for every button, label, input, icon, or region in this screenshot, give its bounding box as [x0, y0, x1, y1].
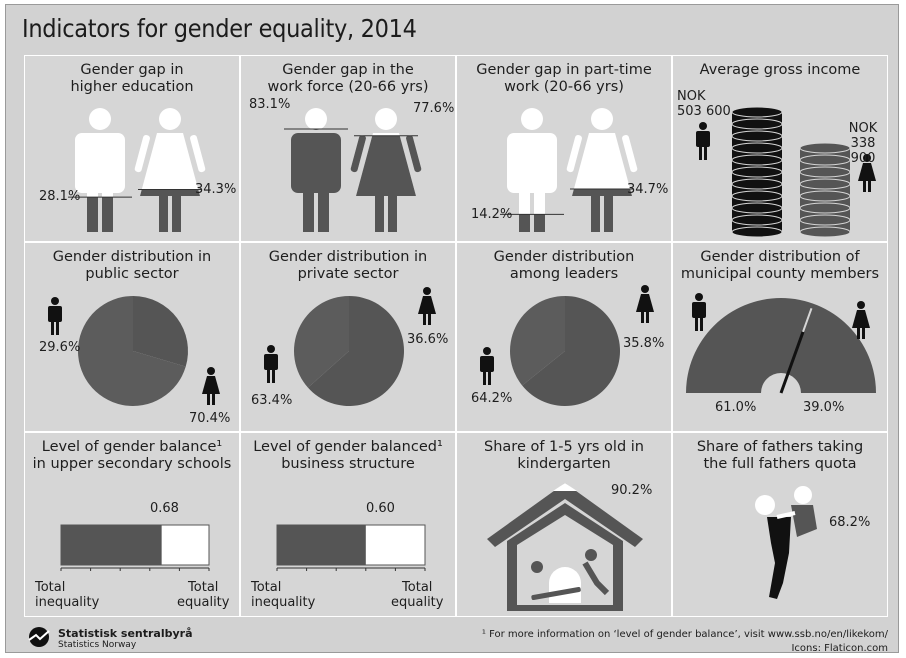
panel-title: Average gross income: [699, 62, 861, 78]
panel-title: Gender gap in part-time work (20-66 yrs): [476, 62, 652, 95]
man-figure: [284, 108, 348, 232]
women-percent-label: 39.0%: [803, 400, 845, 415]
man-icon: [692, 293, 706, 331]
inequality-label: Total inequality: [251, 580, 316, 610]
kindergarten-house: [487, 483, 643, 611]
panel-upper-secondary: Level of gender balance¹ in upper second…: [24, 432, 240, 617]
page-title: Indicators for gender equality, 2014: [22, 14, 417, 43]
income-coins: [696, 106, 876, 238]
woman-icon: [636, 285, 654, 323]
women-percent-label: 34.7%: [627, 182, 669, 197]
org-subtitle: Statistics Norway: [58, 640, 137, 650]
panel-title: Gender gap in the work force (20-66 yrs): [267, 62, 429, 95]
value-label: 0.68: [150, 501, 179, 516]
panel-municipal-council: Gender distribution of municipal county …: [672, 242, 888, 432]
gauge-fill: [277, 525, 366, 565]
leaders-pie: [480, 285, 654, 406]
man-icon: [696, 122, 710, 160]
woman-icon: [858, 154, 876, 192]
man-figure: [500, 108, 564, 232]
pie-slice: [510, 296, 565, 386]
men-income-stack: [731, 106, 783, 238]
business-structure-gauge: [276, 524, 426, 571]
woman-figure: [134, 108, 206, 232]
women-income-stack: [799, 142, 851, 238]
panel-leaders: Gender distribution among leaders 64.2% …: [456, 242, 672, 432]
work-force-figures: [284, 108, 422, 232]
pie-slice: [133, 296, 188, 367]
panel-title: Gender distribution of municipal county …: [680, 249, 880, 282]
value-label: 90.2%: [611, 483, 653, 498]
man-icon: [48, 297, 62, 335]
house-icon: [487, 483, 643, 611]
woman-icon: [418, 287, 436, 325]
man-figure: [68, 108, 132, 232]
gauge-fill: [61, 525, 162, 565]
ssb-logo-icon: [28, 627, 50, 647]
panel-private-sector: Gender distribution in private sector 63…: [240, 242, 456, 432]
women-percent-label: 34.3%: [195, 182, 237, 197]
icon-credit: Icons: Flaticon.com: [791, 643, 888, 654]
women-percent-label: 35.8%: [623, 336, 665, 351]
men-percent-label: 29.6%: [39, 340, 81, 355]
man-icon: [264, 345, 278, 383]
woman-icon: [202, 367, 220, 405]
needle: [779, 331, 805, 394]
panel-gross-income: Average gross income NOK 503 600 NOK 338…: [672, 55, 888, 242]
pie-slice: [78, 296, 186, 406]
father-child-icon: [755, 486, 817, 599]
women-percent-label: 36.6%: [407, 332, 449, 347]
woman-figure: [566, 108, 638, 232]
panel-title: Share of 1-5 yrs old in kindergarten: [484, 439, 644, 472]
upper-secondary-gauge: [60, 524, 210, 571]
pie-slice: [522, 296, 620, 406]
women-percent-label: 70.4%: [189, 411, 231, 426]
panel-work-force: Gender gap in the work force (20-66 yrs)…: [240, 55, 456, 242]
part-time-figures: [500, 108, 638, 232]
woman-icon: [852, 301, 870, 339]
panel-fathers-quota: Share of fathers taking the full fathers…: [672, 432, 888, 617]
value-label: 68.2%: [829, 515, 871, 530]
public-sector-pie: [48, 296, 220, 406]
panel-title: Gender distribution among leaders: [493, 249, 635, 282]
woman-figure: [350, 108, 422, 232]
panel-business-structure: Level of gender balanced¹ business struc…: [240, 432, 456, 617]
footnote: ¹ For more information on ‘level of gend…: [481, 629, 888, 640]
panel-title: Share of fathers taking the full fathers…: [696, 439, 864, 472]
equality-label: Total equality: [177, 580, 230, 610]
panel-title: Gender distribution in private sector: [268, 249, 428, 282]
higher-education-figures: [68, 108, 206, 232]
men-percent-label: 63.4%: [251, 393, 293, 408]
panel-title: Gender distribution in public sector: [52, 249, 212, 282]
panel-title: Gender gap in higher education: [70, 62, 194, 95]
men-percent-label: 83.1%: [249, 97, 291, 112]
women-income-label: NOK 338 900: [848, 121, 878, 166]
equality-label: Total equality: [391, 580, 444, 610]
council-half-pie: [686, 293, 876, 394]
men-income-label: NOK 503 600: [677, 89, 731, 119]
panel-public-sector: Gender distribution in public sector 29.…: [24, 242, 240, 432]
org-name: Statistisk sentralbyrå: [58, 627, 193, 640]
women-percent-label: 77.6%: [413, 101, 455, 116]
private-sector-pie: [264, 287, 436, 406]
panel-higher-education: Gender gap in higher education 28.1% 34.…: [24, 55, 240, 242]
panel-title: Level of gender balance¹ in upper second…: [32, 439, 232, 472]
inequality-label: Total inequality: [35, 580, 100, 610]
panel-title: Level of gender balanced¹ business struc…: [253, 439, 443, 472]
men-percent-label: 64.2%: [471, 391, 513, 406]
men-percent-label: 28.1%: [39, 189, 81, 204]
panel-kindergarten: Share of 1-5 yrs old in kindergarten 90.…: [456, 432, 672, 617]
man-icon: [480, 347, 494, 385]
father-child-icon: [755, 486, 817, 599]
men-percent-label: 14.2%: [471, 207, 513, 222]
value-label: 0.60: [366, 501, 395, 516]
council-arc: [686, 298, 876, 393]
panel-part-time: Gender gap in part-time work (20-66 yrs)…: [456, 55, 672, 242]
men-percent-label: 61.0%: [715, 400, 757, 415]
pie-slice: [307, 296, 404, 406]
pie-slice: [294, 296, 349, 388]
